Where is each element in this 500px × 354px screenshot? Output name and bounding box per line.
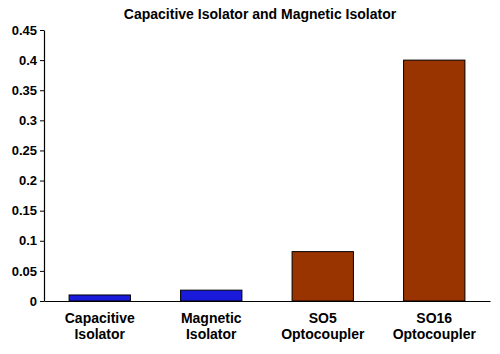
y-tick-mark <box>40 181 44 182</box>
y-tick-label: 0.45 <box>12 23 37 38</box>
bars <box>69 60 465 301</box>
y-tick-mark <box>40 301 44 302</box>
y-tick-label: 0.4 <box>19 53 38 68</box>
y-tick: 0.05 <box>12 264 44 279</box>
x-tick-label: CapacitiveIsolator <box>65 310 135 342</box>
title: Capacitive Isolator and Magnetic Isolato… <box>124 6 397 22</box>
bar <box>181 290 242 301</box>
y-tick-mark <box>40 30 44 31</box>
x-tick: MagneticIsolator <box>181 301 242 342</box>
x-tick: SO5Optocoupler <box>281 301 365 342</box>
bar <box>69 295 130 301</box>
x-tick: SO16Optocoupler <box>393 301 477 342</box>
y-tick-label: 0.2 <box>19 173 37 188</box>
y-axis-line <box>44 31 45 302</box>
y-tick-label: 0.15 <box>12 203 37 218</box>
bar <box>292 252 353 301</box>
y-tick: 0.35 <box>12 83 44 98</box>
y-tick: 0.25 <box>12 143 44 158</box>
y-tick: 0.3 <box>19 113 44 128</box>
y-tick: 0.1 <box>19 233 44 248</box>
y-tick-mark <box>40 60 44 61</box>
y-tick-mark <box>40 271 44 272</box>
y-tick-label: 0.3 <box>19 113 37 128</box>
chart: Capacitive Isolator and Magnetic Isolato… <box>0 0 500 354</box>
y-tick: 0 <box>30 294 44 309</box>
y-axis: 0 0.05 0.1 0.15 0.2 0.25 0.3 0.35 0.4 0.45 <box>12 23 45 309</box>
bar <box>404 60 465 301</box>
y-tick-mark <box>40 120 44 121</box>
y-tick: 0.45 <box>12 23 44 38</box>
x-tick: CapacitiveIsolator <box>65 301 135 342</box>
y-tick-label: 0.25 <box>12 143 37 158</box>
x-axis: CapacitiveIsolator MagneticIsolator SO5Opt… <box>45 301 491 342</box>
x-tick-label: MagneticIsolator <box>181 310 242 342</box>
y-tick-label: 0.35 <box>12 83 37 98</box>
y-tick-mark <box>40 150 44 151</box>
x-tick-label: SO16Optocoupler <box>393 310 477 342</box>
y-tick-label: 0.05 <box>12 264 37 279</box>
y-tick-mark <box>40 211 44 212</box>
y-tick: 0.2 <box>19 173 44 188</box>
y-tick-label: 0.1 <box>19 233 37 248</box>
y-tick: 0.4 <box>19 53 44 68</box>
plot: 0 0.05 0.1 0.15 0.2 0.25 0.3 0.35 0.4 0.45 Capacit… <box>12 23 491 342</box>
x-axis-line <box>45 301 491 302</box>
y-tick-mark <box>40 90 44 91</box>
x-tick-label: SO5Optocoupler <box>281 310 365 342</box>
y-tick-mark <box>40 241 44 242</box>
y-tick: 0.15 <box>12 203 44 218</box>
y-tick-label: 0 <box>30 294 37 309</box>
